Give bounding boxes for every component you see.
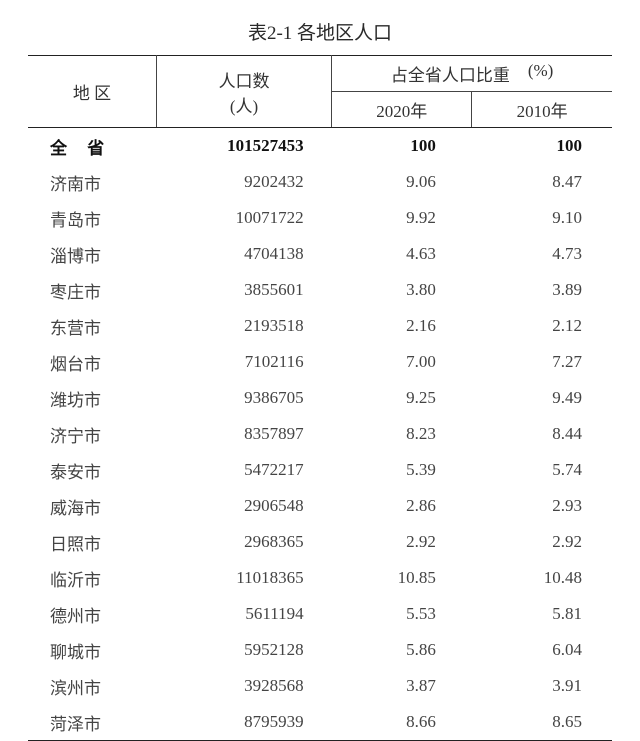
- cell-population: 9386705: [156, 380, 331, 416]
- cell-pct-2020: 2.16: [332, 308, 472, 344]
- population-table: 地 区 人口数 (人) 占全省人口比重 (%) 2020年 2010年 全 省 …: [28, 55, 612, 741]
- table-row: 临沂市1101836510.8510.48: [28, 560, 612, 596]
- cell-pct-2010: 7.27: [472, 344, 612, 380]
- cell-population: 8357897: [156, 416, 331, 452]
- cell-population: 5952128: [156, 632, 331, 668]
- cell-population: 4704138: [156, 236, 331, 272]
- header-region: 地 区: [28, 56, 156, 128]
- cell-pct-2020: 3.87: [332, 668, 472, 704]
- cell-pct-2010: 6.04: [472, 632, 612, 668]
- table-row: 德州市56111945.535.81: [28, 596, 612, 632]
- table-title: 表2-1 各地区人口: [28, 18, 612, 45]
- cell-pct-2020: 5.53: [332, 596, 472, 632]
- table-row: 潍坊市93867059.259.49: [28, 380, 612, 416]
- total-row: 全 省 101527453 100 100: [28, 128, 612, 165]
- cell-pct-2020: 9.92: [332, 200, 472, 236]
- cell-pct-2020: 2.92: [332, 524, 472, 560]
- header-population-label: 人口数: [165, 67, 323, 92]
- cell-pct-2020: 10.85: [332, 560, 472, 596]
- cell-region: 枣庄市: [28, 272, 156, 308]
- cell-pct-2020: 8.23: [332, 416, 472, 452]
- cell-region: 威海市: [28, 488, 156, 524]
- table-body: 全 省 101527453 100 100 济南市92024329.068.47…: [28, 128, 612, 741]
- cell-population: 5472217: [156, 452, 331, 488]
- cell-pct-2010: 4.73: [472, 236, 612, 272]
- cell-population: 10071722: [156, 200, 331, 236]
- cell-region: 济南市: [28, 164, 156, 200]
- total-pct-2010: 100: [472, 128, 612, 165]
- table-row: 日照市29683652.922.92: [28, 524, 612, 560]
- total-pct-2020: 100: [332, 128, 472, 165]
- cell-pct-2010: 2.92: [472, 524, 612, 560]
- table-header: 地 区 人口数 (人) 占全省人口比重 (%) 2020年 2010年: [28, 56, 612, 128]
- header-pct-label: 占全省人口比重: [391, 61, 510, 86]
- total-region: 全 省: [28, 128, 156, 165]
- table-row: 聊城市59521285.866.04: [28, 632, 612, 668]
- cell-pct-2020: 7.00: [332, 344, 472, 380]
- cell-region: 潍坊市: [28, 380, 156, 416]
- cell-region: 青岛市: [28, 200, 156, 236]
- cell-pct-2010: 3.89: [472, 272, 612, 308]
- cell-population: 9202432: [156, 164, 331, 200]
- cell-pct-2010: 9.49: [472, 380, 612, 416]
- cell-pct-2020: 8.66: [332, 704, 472, 741]
- table-row: 济宁市83578978.238.44: [28, 416, 612, 452]
- cell-region: 东营市: [28, 308, 156, 344]
- cell-pct-2020: 5.39: [332, 452, 472, 488]
- cell-region: 菏泽市: [28, 704, 156, 741]
- cell-population: 2193518: [156, 308, 331, 344]
- cell-pct-2020: 9.25: [332, 380, 472, 416]
- cell-pct-2010: 8.65: [472, 704, 612, 741]
- header-year-2010: 2010年: [472, 92, 612, 128]
- cell-pct-2020: 5.86: [332, 632, 472, 668]
- cell-pct-2020: 4.63: [332, 236, 472, 272]
- cell-pct-2020: 2.86: [332, 488, 472, 524]
- total-population: 101527453: [156, 128, 331, 165]
- cell-population: 8795939: [156, 704, 331, 741]
- table-row: 枣庄市38556013.803.89: [28, 272, 612, 308]
- cell-region: 济宁市: [28, 416, 156, 452]
- cell-pct-2010: 8.47: [472, 164, 612, 200]
- table-row: 威海市29065482.862.93: [28, 488, 612, 524]
- cell-population: 3928568: [156, 668, 331, 704]
- cell-pct-2010: 2.12: [472, 308, 612, 344]
- cell-region: 滨州市: [28, 668, 156, 704]
- cell-pct-2020: 9.06: [332, 164, 472, 200]
- cell-pct-2010: 9.10: [472, 200, 612, 236]
- table-row: 济南市92024329.068.47: [28, 164, 612, 200]
- table-row: 烟台市71021167.007.27: [28, 344, 612, 380]
- cell-population: 3855601: [156, 272, 331, 308]
- cell-pct-2020: 3.80: [332, 272, 472, 308]
- cell-pct-2010: 8.44: [472, 416, 612, 452]
- header-pct-group: 占全省人口比重 (%): [332, 56, 612, 92]
- cell-population: 2906548: [156, 488, 331, 524]
- cell-pct-2010: 10.48: [472, 560, 612, 596]
- table-row: 淄博市47041384.634.73: [28, 236, 612, 272]
- cell-population: 5611194: [156, 596, 331, 632]
- cell-region: 聊城市: [28, 632, 156, 668]
- header-population: 人口数 (人): [156, 56, 331, 128]
- cell-pct-2010: 3.91: [472, 668, 612, 704]
- cell-region: 泰安市: [28, 452, 156, 488]
- cell-population: 11018365: [156, 560, 331, 596]
- header-year-2020: 2020年: [332, 92, 472, 128]
- cell-region: 淄博市: [28, 236, 156, 272]
- header-pct-unit: (%): [528, 61, 553, 86]
- table-row: 菏泽市87959398.668.65: [28, 704, 612, 741]
- cell-population: 7102116: [156, 344, 331, 380]
- table-row: 青岛市100717229.929.10: [28, 200, 612, 236]
- table-row: 滨州市39285683.873.91: [28, 668, 612, 704]
- table-row: 泰安市54722175.395.74: [28, 452, 612, 488]
- cell-region: 日照市: [28, 524, 156, 560]
- cell-region: 临沂市: [28, 560, 156, 596]
- header-population-unit: (人): [165, 92, 323, 117]
- cell-population: 2968365: [156, 524, 331, 560]
- cell-pct-2010: 2.93: [472, 488, 612, 524]
- cell-pct-2010: 5.74: [472, 452, 612, 488]
- cell-region: 烟台市: [28, 344, 156, 380]
- table-row: 东营市21935182.162.12: [28, 308, 612, 344]
- cell-region: 德州市: [28, 596, 156, 632]
- cell-pct-2010: 5.81: [472, 596, 612, 632]
